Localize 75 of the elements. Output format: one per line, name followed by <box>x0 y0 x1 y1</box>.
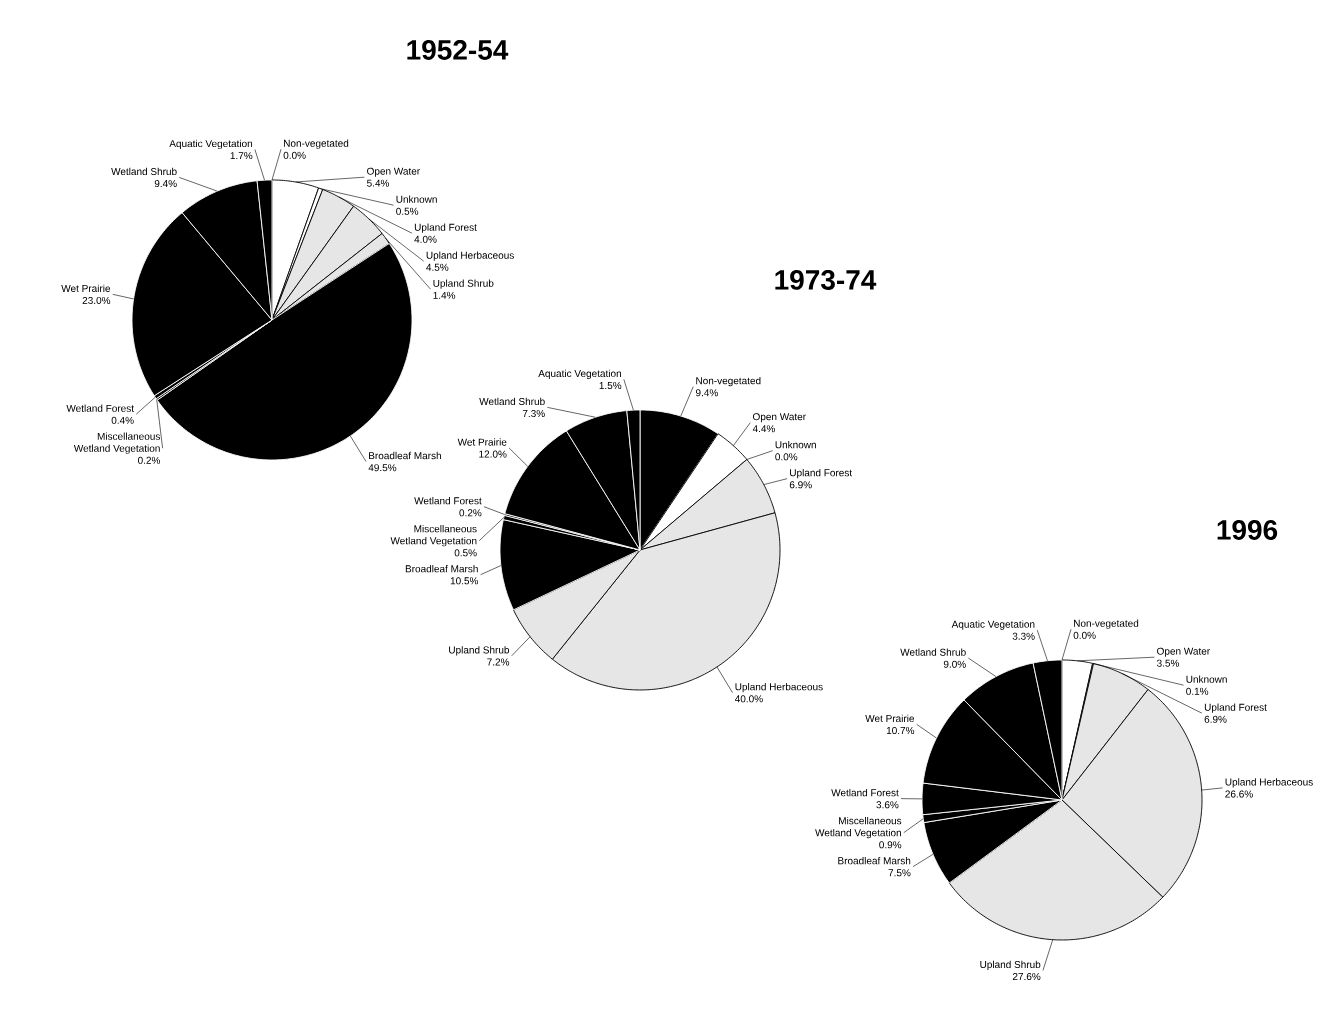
slice-label: Upland Shrub <box>449 646 510 656</box>
slice-label: Aquatic Vegetation <box>169 139 253 150</box>
data-label: 7.2% <box>487 658 510 666</box>
slice-label: Upland Herbaceous <box>426 251 514 261</box>
data-label: 3.6% <box>876 801 899 809</box>
data-label: 23.0% <box>82 296 111 304</box>
data-label: 7.3% <box>522 409 545 418</box>
slice-label: Upland Herbaceous <box>735 683 823 693</box>
data-label: 40.0% <box>734 695 763 703</box>
data-label: 4.4% <box>752 425 775 433</box>
data-label: 0.5% <box>396 207 419 215</box>
slice-label: Non-vegetated <box>696 376 761 387</box>
data-label: 49.5% <box>368 464 397 472</box>
chart-title: 1952-54 <box>407 40 509 60</box>
data-label: 26.6% <box>1225 790 1253 798</box>
data-label: 1.7% <box>230 152 253 160</box>
slice-label: Miscellaneous Wetland Vegetation <box>390 525 477 547</box>
slice-label: Open Water <box>1157 647 1210 657</box>
slice-label: Upland Forest <box>790 468 853 479</box>
data-label: 9.4% <box>154 180 177 188</box>
slice-label: Aquatic Vegetation <box>538 369 621 380</box>
slice-label: Wet Prairie <box>61 284 111 292</box>
data-label: 4.5% <box>426 263 449 271</box>
data-label: 9.4% <box>695 389 718 397</box>
slice-label: Wetland Forest <box>414 497 482 505</box>
data-label: 12.0% <box>479 450 507 458</box>
data-label: 1.5% <box>599 382 622 390</box>
slice-label: Unknown <box>396 195 437 203</box>
slice-label: Broadleaf Marsh <box>838 856 911 865</box>
data-label: 0.2% <box>459 509 482 517</box>
slice-label: Wet Prairie <box>457 438 507 446</box>
slice-label: Upland Shrub <box>433 279 494 289</box>
data-label: 9.0% <box>943 660 966 668</box>
slice-label: Aquatic Vegetation <box>951 620 1035 630</box>
slice-label: Wetland Forest <box>831 788 899 797</box>
slice-label: Wet Prairie <box>865 714 915 723</box>
slice-label: Broadleaf Marsh <box>405 565 478 573</box>
data-label: 4.0% <box>414 235 437 243</box>
data-label: 3.3% <box>1012 632 1035 640</box>
data-label: 0.4% <box>111 416 134 424</box>
slice-label: Upland Shrub <box>980 960 1041 971</box>
text: 0.0% <box>1073 631 1096 639</box>
data-label: 27.6% <box>1012 973 1041 981</box>
data-label: 7.5% <box>888 869 911 877</box>
data-label: 0.1% <box>1186 687 1209 695</box>
chart-title: 1973-74 <box>775 270 877 290</box>
text: 0.0% <box>283 151 306 159</box>
slice-label: Upland Forest <box>414 223 477 233</box>
slice-label: Upland Herbaceous <box>1225 778 1313 788</box>
slice-label: Wetland Forest <box>66 404 134 412</box>
data-label: 0.5% <box>454 549 477 557</box>
data-label: 6.9% <box>1204 715 1227 723</box>
chart-title: 1996 <box>1217 520 1278 540</box>
slice-label: Upland Forest <box>1204 703 1267 713</box>
slice-label: Open Water <box>753 413 806 423</box>
data-label: 1.4% <box>433 291 456 299</box>
data-label: 6.9% <box>789 481 812 489</box>
slice-label: Wetland Shrub <box>111 167 177 176</box>
slice-label: Wetland Shrub <box>479 397 545 406</box>
slice-label: Unknown <box>1186 675 1227 683</box>
slice-label: Miscellaneous Wetland Vegetation <box>73 432 161 454</box>
data-label: 5.4% <box>367 179 390 187</box>
category-label: Non-vegetated <box>1074 619 1139 629</box>
text: 0.0% <box>775 453 798 461</box>
slice-label: Wetland Shrub <box>900 648 966 656</box>
slice-label: Broadleaf Marsh <box>369 451 441 460</box>
data-label: 10.7% <box>886 726 915 735</box>
data-label: 3.5% <box>1156 659 1180 667</box>
data-label: 0.2% <box>137 456 161 464</box>
slice-label: Open Water <box>367 167 420 177</box>
data-label: 10.5% <box>450 577 479 585</box>
data-label: 0.9% <box>879 841 902 849</box>
category-label: Non-vegetated <box>284 139 349 149</box>
category-label: Unknown <box>775 440 816 449</box>
slice-label: Miscellaneous Wetland Vegetation <box>815 816 902 839</box>
